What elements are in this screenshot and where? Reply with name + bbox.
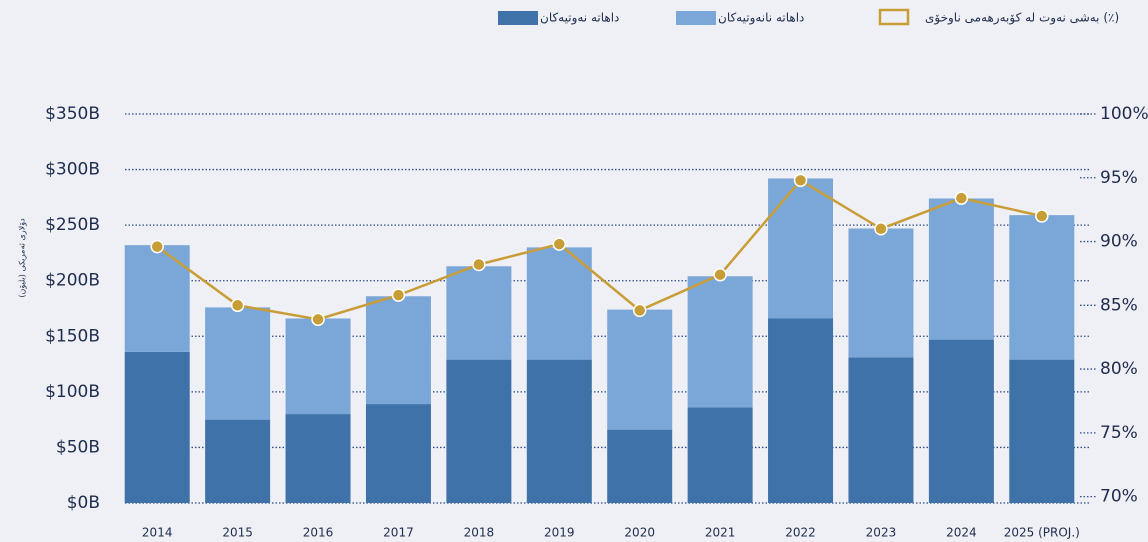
bar <box>848 228 914 358</box>
y-tick-label: $200B <box>45 271 100 291</box>
x-tick-label: 2024 <box>946 526 977 540</box>
y-tick-label: $350B <box>45 104 100 124</box>
bar <box>928 198 994 340</box>
legend-label: داهاتە نەوتیەکان <box>540 11 619 26</box>
x-tick-label: 2021 <box>705 526 736 540</box>
bar <box>205 419 271 503</box>
bar <box>124 245 190 352</box>
y2-tick-label: 80% <box>1100 359 1138 379</box>
point <box>472 257 486 272</box>
x-tick-label: 2015 <box>222 526 253 540</box>
point <box>713 267 727 282</box>
x-tick-label: 2020 <box>624 526 655 540</box>
bar <box>607 309 673 430</box>
x-tick-label: 2022 <box>785 526 816 540</box>
bar <box>607 429 673 503</box>
x-tick-label: 2023 <box>866 526 897 540</box>
y-tick-label: $300B <box>45 160 100 180</box>
bar <box>526 247 592 360</box>
y-tick-label: $100B <box>45 382 100 402</box>
y2-tick-label: 85% <box>1100 295 1138 315</box>
x-tick-label: 2018 <box>464 526 495 540</box>
y-tick-label: $0B <box>67 493 100 513</box>
y-tick-label: $150B <box>45 326 100 346</box>
legend-swatch <box>498 11 538 25</box>
y2-tick-label: 95% <box>1100 168 1138 188</box>
bar <box>526 359 592 503</box>
y-axis-label: دۆلاری ئەمریکی (بلیۆن) <box>18 218 27 298</box>
point <box>874 222 888 236</box>
bar <box>768 318 834 503</box>
bar <box>124 351 190 503</box>
point <box>954 191 969 205</box>
point <box>150 239 164 254</box>
point <box>793 173 808 188</box>
point <box>632 303 647 318</box>
point <box>230 298 245 313</box>
x-tick-label: 2016 <box>303 526 334 540</box>
bar <box>285 318 351 415</box>
bar <box>365 296 431 405</box>
point <box>311 312 325 327</box>
bar <box>446 359 512 503</box>
legend-label: بەشی نەوت لە کۆبەرهەمی ناوخۆی (٪) <box>925 11 1119 26</box>
x-tick-label: 2025 (PROJ.) <box>1004 526 1080 540</box>
y2-tick-label: 100% <box>1100 104 1148 124</box>
point <box>552 237 567 251</box>
point <box>1035 209 1049 223</box>
bar <box>205 307 271 420</box>
bar <box>928 339 994 503</box>
y2-tick-label: 90% <box>1100 232 1138 252</box>
x-tick-label: 2019 <box>544 526 575 540</box>
y-tick-label: $250B <box>45 215 100 235</box>
bar <box>446 266 512 360</box>
legend-swatch <box>676 11 716 25</box>
y2-tick-label: 75% <box>1100 423 1138 443</box>
legend-swatch <box>878 8 910 26</box>
bar <box>1009 359 1075 503</box>
y-tick-label: $50B <box>56 437 100 457</box>
y2-tick-label: 70% <box>1100 487 1138 507</box>
legend-label: داهاتە نانەوتیەکان <box>718 11 804 26</box>
line <box>156 178 1043 321</box>
bar <box>687 407 753 503</box>
bar <box>1009 215 1075 360</box>
bar <box>848 357 914 503</box>
bar <box>285 414 351 503</box>
x-tick-label: 2017 <box>383 526 414 540</box>
bar <box>687 276 753 408</box>
x-tick-label: 2014 <box>142 526 173 540</box>
bar <box>365 404 431 503</box>
bar <box>768 178 834 319</box>
point <box>391 288 406 302</box>
